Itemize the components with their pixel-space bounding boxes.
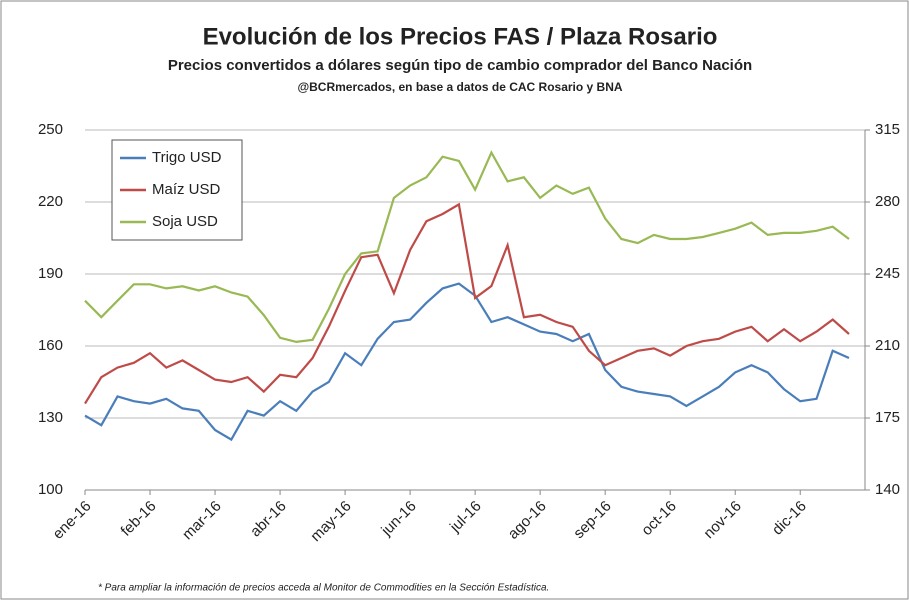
series-line	[84, 202, 850, 405]
y2-tick-label: 280	[875, 193, 900, 210]
y2-tick-label: 175	[875, 409, 900, 426]
y-tick-label: 220	[38, 193, 63, 210]
y-tick-label: 190	[38, 265, 63, 282]
y-tick-label: 160	[38, 337, 63, 354]
legend-label: Maíz USD	[152, 181, 221, 198]
y-tick-label: 100	[38, 481, 63, 498]
series-line	[84, 282, 850, 442]
y2-tick-label: 315	[875, 121, 900, 138]
chart-subtitle: Precios convertidos a dólares según tipo…	[168, 57, 752, 74]
y2-tick-label: 245	[875, 265, 900, 282]
chart-title: Evolución de los Precios FAS / Plaza Ros…	[203, 23, 718, 50]
legend-label: Soja USD	[152, 213, 218, 230]
footnote: * Para ampliar la información de precios…	[98, 583, 549, 594]
y-tick-label: 130	[38, 409, 63, 426]
y2-tick-label: 140	[875, 481, 900, 498]
chart-source: @BCRmercados, en base a datos de CAC Ros…	[297, 80, 622, 94]
series-line	[84, 150, 850, 344]
y2-tick-label: 210	[875, 337, 900, 354]
y-tick-label: 250	[38, 121, 63, 138]
legend-label: Trigo USD	[152, 149, 222, 166]
